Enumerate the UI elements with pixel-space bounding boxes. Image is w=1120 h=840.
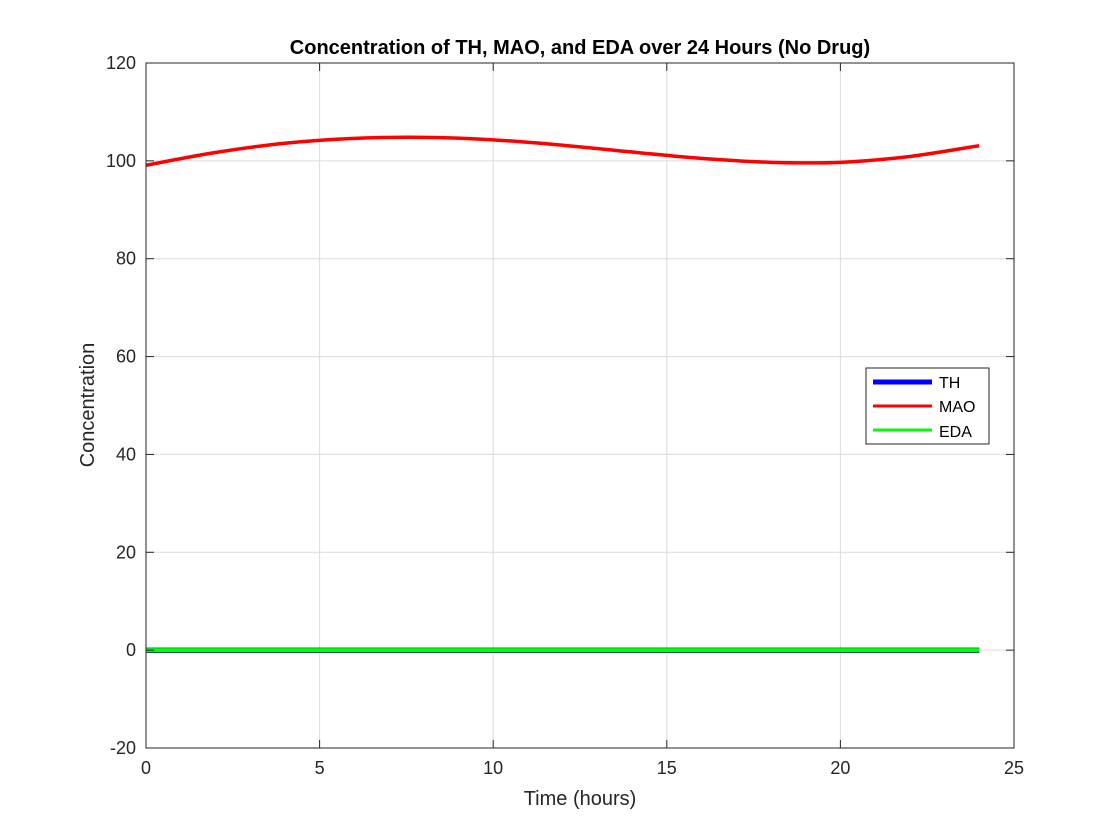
legend: TH MAO EDA (865, 367, 990, 445)
legend-label-mao: MAO (939, 399, 975, 416)
legend-label-th: TH (939, 375, 960, 392)
legend-label-eda: EDA (939, 424, 972, 441)
y-tick-label: 20 (116, 542, 136, 562)
x-tick-label: 20 (830, 758, 850, 778)
y-tick-label: 120 (106, 53, 136, 73)
y-tick-label: 0 (126, 640, 136, 660)
series-line-mao (145, 135, 980, 167)
y-ticks: -20 0 20 40 60 80 100 120 (106, 53, 1014, 758)
y-axis-label: Concentration (77, 343, 99, 468)
y-tick-label: 40 (116, 444, 136, 464)
plot-area-border (145, 62, 1015, 749)
y-tick-label: -20 (110, 738, 136, 758)
y-tick-label: 80 (116, 249, 136, 269)
x-tick-label: 0 (141, 758, 151, 778)
y-tick-label: 100 (106, 151, 136, 171)
chart-title: Concentration of TH, MAO, and EDA over 2… (290, 37, 870, 59)
x-tick-label: 25 (1004, 758, 1024, 778)
x-ticks: 0 5 10 15 20 25 (141, 63, 1024, 778)
series-layer (145, 135, 980, 654)
y-tick-label: 60 (116, 347, 136, 367)
x-tick-label: 15 (657, 758, 677, 778)
x-tick-label: 5 (315, 758, 325, 778)
x-tick-label: 10 (483, 758, 503, 778)
x-axis-label: Time (hours) (524, 788, 637, 810)
